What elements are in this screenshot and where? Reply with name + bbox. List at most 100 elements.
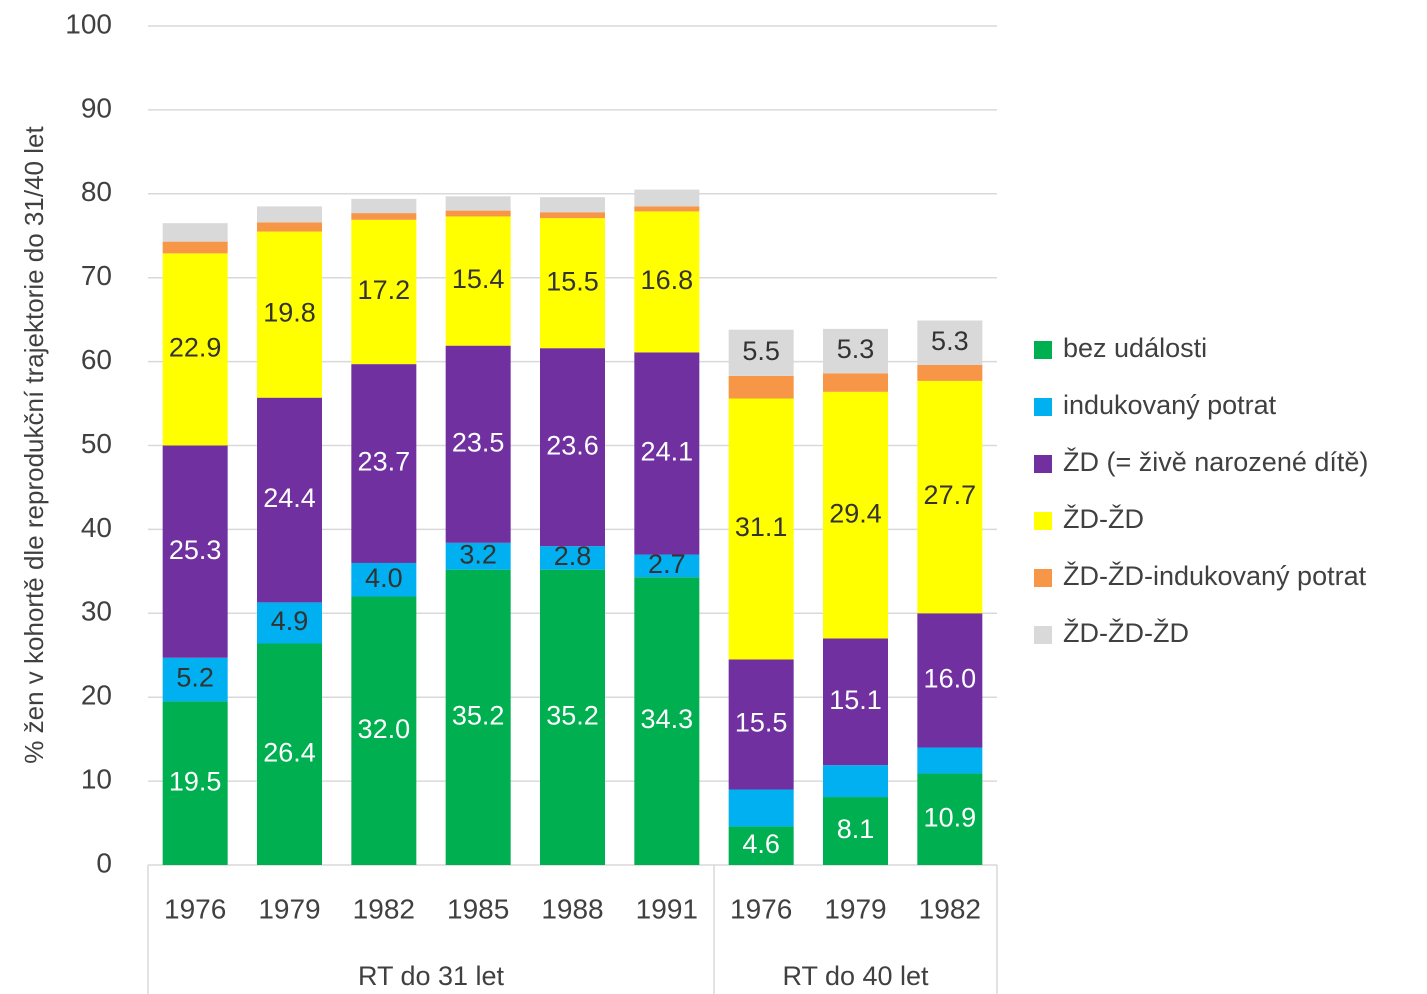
legend-swatch	[1034, 569, 1052, 587]
data-label: 16.8	[641, 265, 694, 295]
data-label: 23.7	[358, 447, 411, 477]
x-tick-label: 1982	[919, 893, 981, 924]
bar-segment	[445, 345, 511, 543]
legend-swatch	[1034, 512, 1052, 530]
data-label: 24.1	[641, 437, 694, 467]
data-label: 31.1	[735, 512, 788, 542]
legend-swatch	[1034, 398, 1052, 416]
bar-segment	[634, 577, 700, 865]
x-tick-label: 1979	[258, 893, 320, 924]
data-label: 34.3	[641, 704, 694, 734]
bar-segment	[540, 197, 605, 213]
data-label: 25.3	[169, 535, 222, 565]
bar-segment	[445, 216, 511, 346]
data-label: 26.4	[263, 737, 316, 767]
bar-segment	[823, 797, 888, 865]
data-label: 4.6	[742, 829, 780, 859]
bar-segment	[917, 747, 983, 774]
bar-segment	[823, 391, 888, 639]
bar-segment	[823, 373, 888, 392]
data-label: 8.1	[837, 814, 875, 844]
data-label: 5.5	[742, 336, 780, 366]
bar-segment	[634, 206, 700, 212]
bar-segment	[162, 253, 228, 446]
x-tick-label: 1991	[636, 893, 698, 924]
bar-segment	[634, 554, 700, 578]
bar-segment	[917, 364, 983, 381]
data-label: 4.9	[271, 606, 309, 636]
bar-segment	[540, 569, 605, 865]
data-label: 3.2	[459, 539, 497, 569]
bar-segment	[445, 210, 511, 217]
data-label: 17.2	[358, 275, 411, 305]
y-tick-label: 40	[81, 512, 112, 543]
bar-segment	[540, 546, 605, 570]
legend-label: ŽD-ŽD	[1063, 503, 1144, 534]
legend-label: bez události	[1063, 333, 1207, 363]
bar-segment	[728, 826, 794, 865]
bar-segment	[162, 701, 228, 865]
bar-segment	[728, 329, 794, 376]
x-tick-label: 1985	[447, 893, 509, 924]
y-tick-label: 60	[81, 344, 112, 375]
bar-segment	[162, 223, 228, 242]
data-label: 19.5	[169, 766, 222, 796]
bar-segment	[445, 196, 511, 211]
data-label: 15.5	[735, 708, 788, 738]
bar-segment	[445, 569, 511, 865]
data-label: 27.7	[924, 480, 977, 510]
legend-swatch	[1034, 455, 1052, 473]
x-tick-label: 1976	[164, 893, 226, 924]
data-label: 16.0	[924, 664, 977, 694]
legend-label: indukovaný potrat	[1063, 390, 1277, 420]
data-label: 22.9	[169, 333, 222, 363]
bar-segment	[634, 211, 700, 353]
y-tick-label: 80	[81, 176, 112, 207]
bar-segment	[540, 218, 605, 349]
bar-segment	[728, 659, 794, 790]
group-label: RT do 31 let	[358, 961, 505, 991]
data-label: 19.8	[263, 298, 316, 328]
y-axis-label: % žen v kohortě dle reprodukční trajekto…	[19, 126, 49, 764]
y-tick-label: 20	[81, 680, 112, 711]
bar-segment	[634, 189, 700, 207]
data-label: 15.1	[829, 685, 882, 715]
data-label: 35.2	[452, 700, 505, 730]
y-tick-label: 90	[81, 92, 112, 123]
bar-segment	[728, 375, 794, 399]
y-tick-label: 30	[81, 596, 112, 627]
data-label: 5.3	[837, 334, 875, 364]
bar-segment	[351, 219, 417, 365]
data-label: 35.2	[546, 700, 599, 730]
bar-segment	[162, 241, 228, 254]
data-label: 5.2	[176, 663, 214, 693]
x-tick-label: 1979	[824, 893, 886, 924]
x-tick-label: 1982	[353, 893, 415, 924]
bar-segment	[917, 773, 983, 865]
x-tick-label: 1988	[541, 893, 603, 924]
y-tick-label: 10	[81, 763, 112, 794]
data-label: 15.5	[546, 266, 599, 296]
bar-segment	[351, 562, 417, 597]
bar-segment	[823, 328, 888, 374]
legend-swatch	[1034, 341, 1052, 359]
legend-swatch	[1034, 626, 1052, 644]
bar-segment	[351, 596, 417, 865]
bar-segment	[257, 206, 322, 223]
bar-segment	[257, 643, 322, 865]
bar-segment	[917, 320, 983, 365]
y-tick-label: 100	[65, 8, 112, 39]
bar-segment	[823, 765, 888, 798]
bar-segment	[257, 231, 322, 398]
bar-segment	[257, 397, 322, 603]
legend-label: ŽD-ŽD-indukovaný potrat	[1063, 560, 1367, 591]
bar-segment	[634, 352, 700, 555]
bar-segment	[445, 542, 511, 570]
group-label: RT do 40 let	[782, 961, 929, 991]
data-label: 5.3	[931, 326, 969, 356]
bar-segment	[917, 380, 983, 614]
y-tick-label: 0	[96, 847, 112, 878]
legend-label: ŽD-ŽD-ŽD	[1063, 617, 1189, 648]
bar-segment	[351, 364, 417, 563]
